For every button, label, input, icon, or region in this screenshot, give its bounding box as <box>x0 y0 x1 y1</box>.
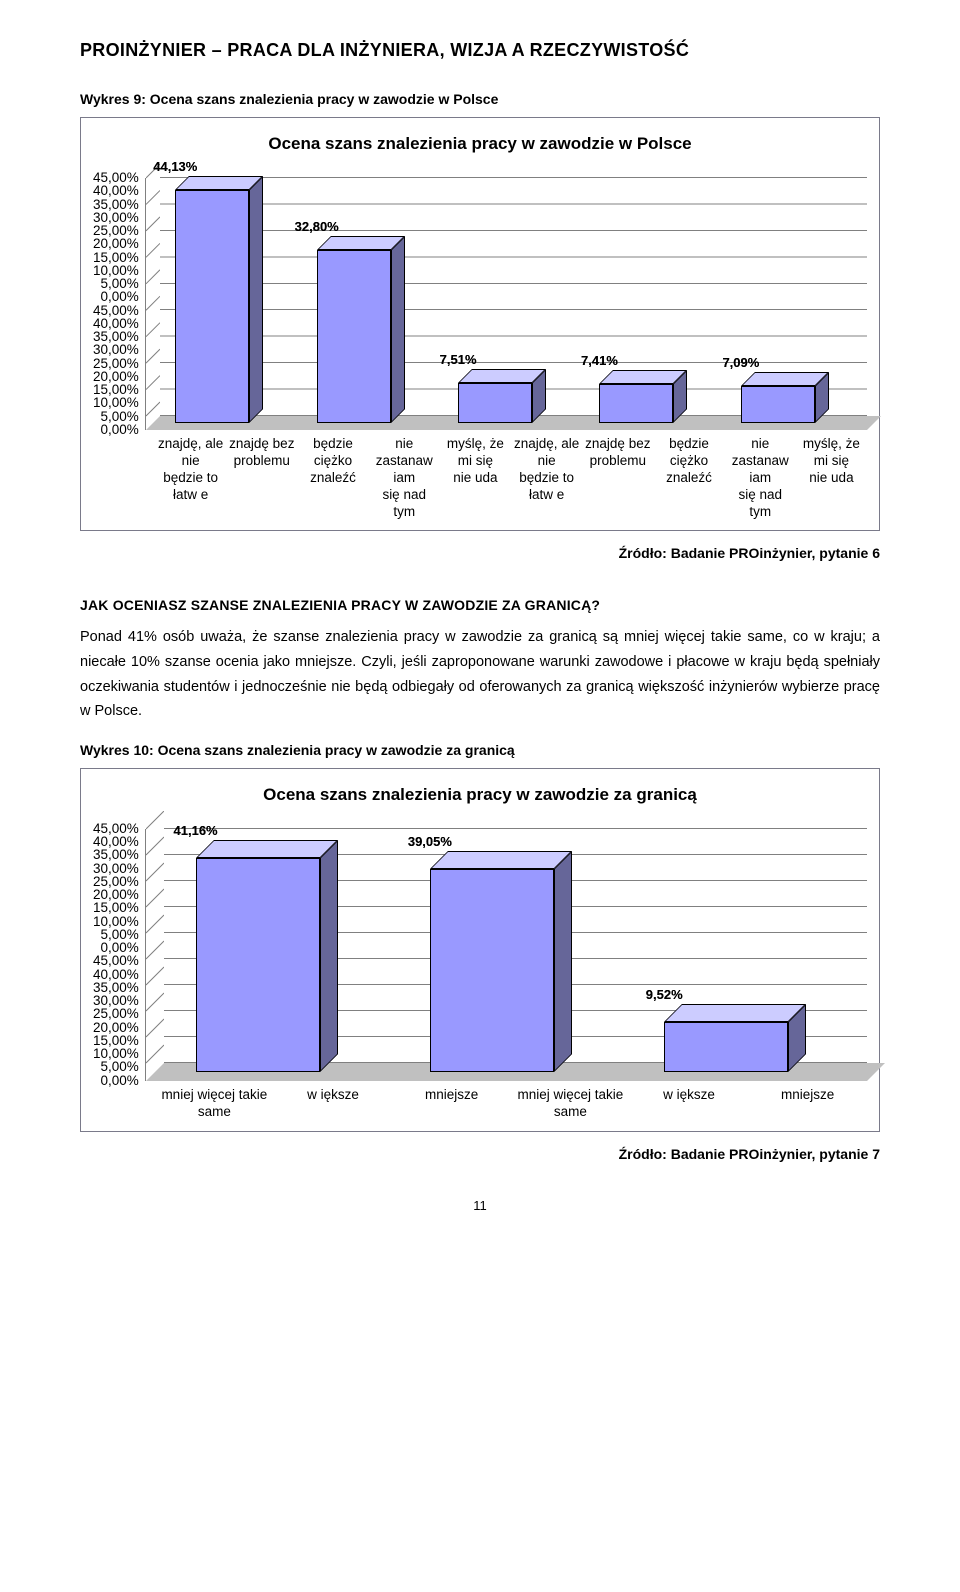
chart10-yaxis: 45,00%40,00%35,00%30,00%25,00%20,00%15,0… <box>93 829 145 1081</box>
xtick-label: będzie ciężkoznaleźć <box>297 436 368 520</box>
chart10-plot: 41,16% 39,05% 9,52% 41,16% 39,05% 9,52% <box>145 829 867 1081</box>
xtick-label: znajdę, ale niebędzie to łatw e <box>511 436 582 520</box>
chart9-xlabels: znajdę, ale niebędzie to łatw eznajdę be… <box>155 436 867 520</box>
xtick-label: będzie ciężkoznaleźć <box>653 436 724 520</box>
xtick-label: znajdę bezproblemu <box>582 436 653 520</box>
chart10-frame: Ocena szans znalezienia pracy w zawodzie… <box>80 768 880 1132</box>
bar-value-label: 7,51% <box>440 352 477 367</box>
section-question: JAK OCENIASZ SZANSE ZNALEZIENIA PRACY W … <box>80 597 880 613</box>
chart10-xlabels: mniej więcej takie samew iększemniejszem… <box>155 1087 867 1121</box>
chart10-title: Ocena szans znalezienia pracy w zawodzie… <box>93 785 867 805</box>
xtick-label: nie zastanaw iamsię nad tym <box>369 436 440 520</box>
xtick-label: w iększe <box>630 1087 749 1121</box>
chart9-title: Ocena szans znalezienia pracy w zawodzie… <box>93 134 867 154</box>
xtick-label: w iększe <box>274 1087 393 1121</box>
xtick-label: mniej więcej takie same <box>511 1087 630 1121</box>
chart9-frame: Ocena szans znalezienia pracy w zawodzie… <box>80 117 880 531</box>
fig10-caption: Wykres 10: Ocena szans znalezienia pracy… <box>80 742 880 758</box>
body-paragraph: Ponad 41% osób uważa, że szanse znalezie… <box>80 625 880 724</box>
bar-value-label: 39,05% <box>408 834 452 849</box>
chart9-yaxis: 45,00%40,00%35,00%30,00%25,00%20,00%15,0… <box>93 178 145 430</box>
xtick-label: myślę, że mi sięnie uda <box>440 436 511 520</box>
doc-title: PROINŻYNIER – PRACA DLA INŻYNIERA, WIZJA… <box>80 40 880 61</box>
xtick-label: mniej więcej takie same <box>155 1087 274 1121</box>
chart9-plot: 44,13% 32,80% 7,51% 7,41% 7,09% 44,13% <box>145 178 867 430</box>
xtick-label: znajdę, ale niebędzie to łatw e <box>155 436 226 520</box>
xtick-label: znajdę bezproblemu <box>226 436 297 520</box>
chart10-source: Źródło: Badanie PROinżynier, pytanie 7 <box>80 1146 880 1162</box>
bar-value-label: 9,52% <box>646 987 683 1002</box>
bar-value-label: 7,41% <box>581 353 618 368</box>
xtick-label: nie zastanaw iamsię nad tym <box>725 436 796 520</box>
bar-value-label: 32,80% <box>295 219 339 234</box>
xtick-label: myślę, że mi sięnie uda <box>796 436 867 520</box>
xtick-label: mniejsze <box>392 1087 511 1121</box>
chart9-source: Źródło: Badanie PROinżynier, pytanie 6 <box>80 545 880 561</box>
bar-value-label: 44,13% <box>153 159 197 174</box>
bar-value-label: 41,16% <box>174 823 218 838</box>
page-number: 11 <box>80 1198 880 1213</box>
bar-value-label: 7,09% <box>722 355 759 370</box>
fig9-caption: Wykres 9: Ocena szans znalezienia pracy … <box>80 91 880 107</box>
xtick-label: mniejsze <box>748 1087 867 1121</box>
